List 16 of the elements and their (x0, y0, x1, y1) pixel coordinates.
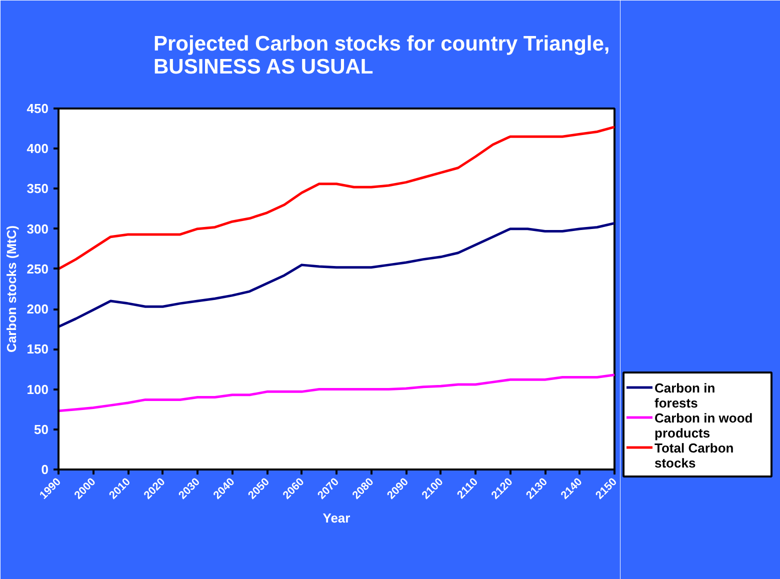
y-axis-title: Carbon stocks (MtC) (4, 225, 19, 353)
y-tick-label: 350 (26, 181, 49, 196)
y-tick-label: 200 (26, 302, 49, 317)
y-tick-label: 100 (26, 382, 49, 397)
y-tick-label: 450 (26, 101, 49, 116)
chart-title: Projected Carbon stocks for country Triangle, BUSINESS AS USUAL (154, 32, 610, 78)
legend-label: Total Carbon stocks (654, 440, 734, 470)
y-tick-label: 250 (26, 261, 49, 276)
x-axis-title: Year (322, 510, 350, 526)
legend-label: Carbon in wood products (654, 410, 753, 440)
legend-label: Carbon in forests (654, 380, 716, 410)
y-tick-label: 400 (26, 141, 49, 156)
y-tick-label: 0 (41, 462, 49, 477)
y-tick-label: 150 (26, 342, 49, 357)
y-tick-label: 300 (26, 221, 49, 236)
y-tick-label: 50 (34, 422, 49, 437)
